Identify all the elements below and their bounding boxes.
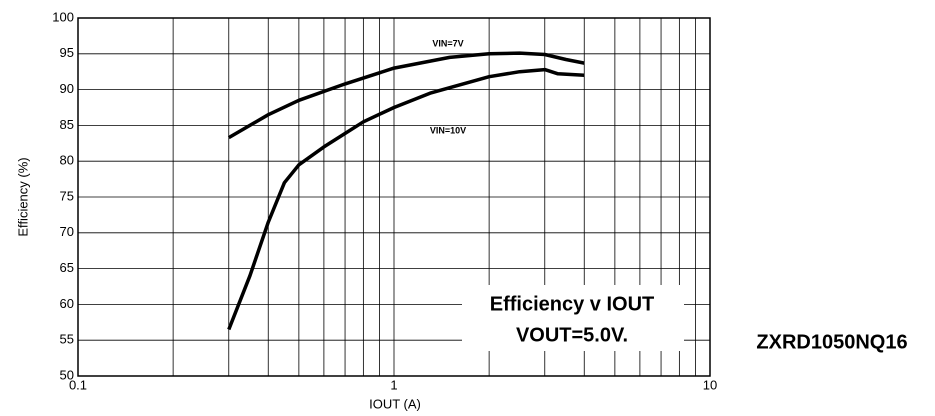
line: [227, 67, 585, 331]
x-tick-label: 0.1: [69, 377, 87, 392]
plot-frame: [77, 17, 711, 377]
series-label: VIN=10V: [430, 125, 466, 135]
annotation-box: [462, 285, 684, 351]
x-tick-label: 1: [390, 377, 397, 392]
y-tick-label: 75: [60, 188, 74, 203]
y-tick-label: 65: [60, 260, 74, 275]
y-tick-label: 50: [60, 367, 74, 382]
y-tick-label: 90: [60, 81, 74, 96]
x-tick-label: 10: [703, 377, 717, 392]
annotation: VOUT=5.0V.: [516, 324, 628, 346]
annotation: ZXRD1050NQ16: [756, 331, 907, 353]
x-axis-label: IOUT (A): [369, 396, 421, 411]
y-tick-label: 80: [60, 153, 74, 168]
y-axis-label: Efficiency (%): [15, 157, 30, 236]
y-tick-label: 95: [60, 45, 74, 60]
line: [227, 51, 585, 140]
y-tick-label: 55: [60, 332, 74, 347]
annotation: Efficiency v IOUT: [490, 293, 655, 315]
y-tick-label: 60: [60, 296, 74, 311]
y-tick-label: 100: [52, 9, 74, 24]
y-tick-label: 85: [60, 117, 74, 132]
y-tick-label: 70: [60, 224, 74, 239]
series-label: VIN=7V: [432, 38, 463, 48]
